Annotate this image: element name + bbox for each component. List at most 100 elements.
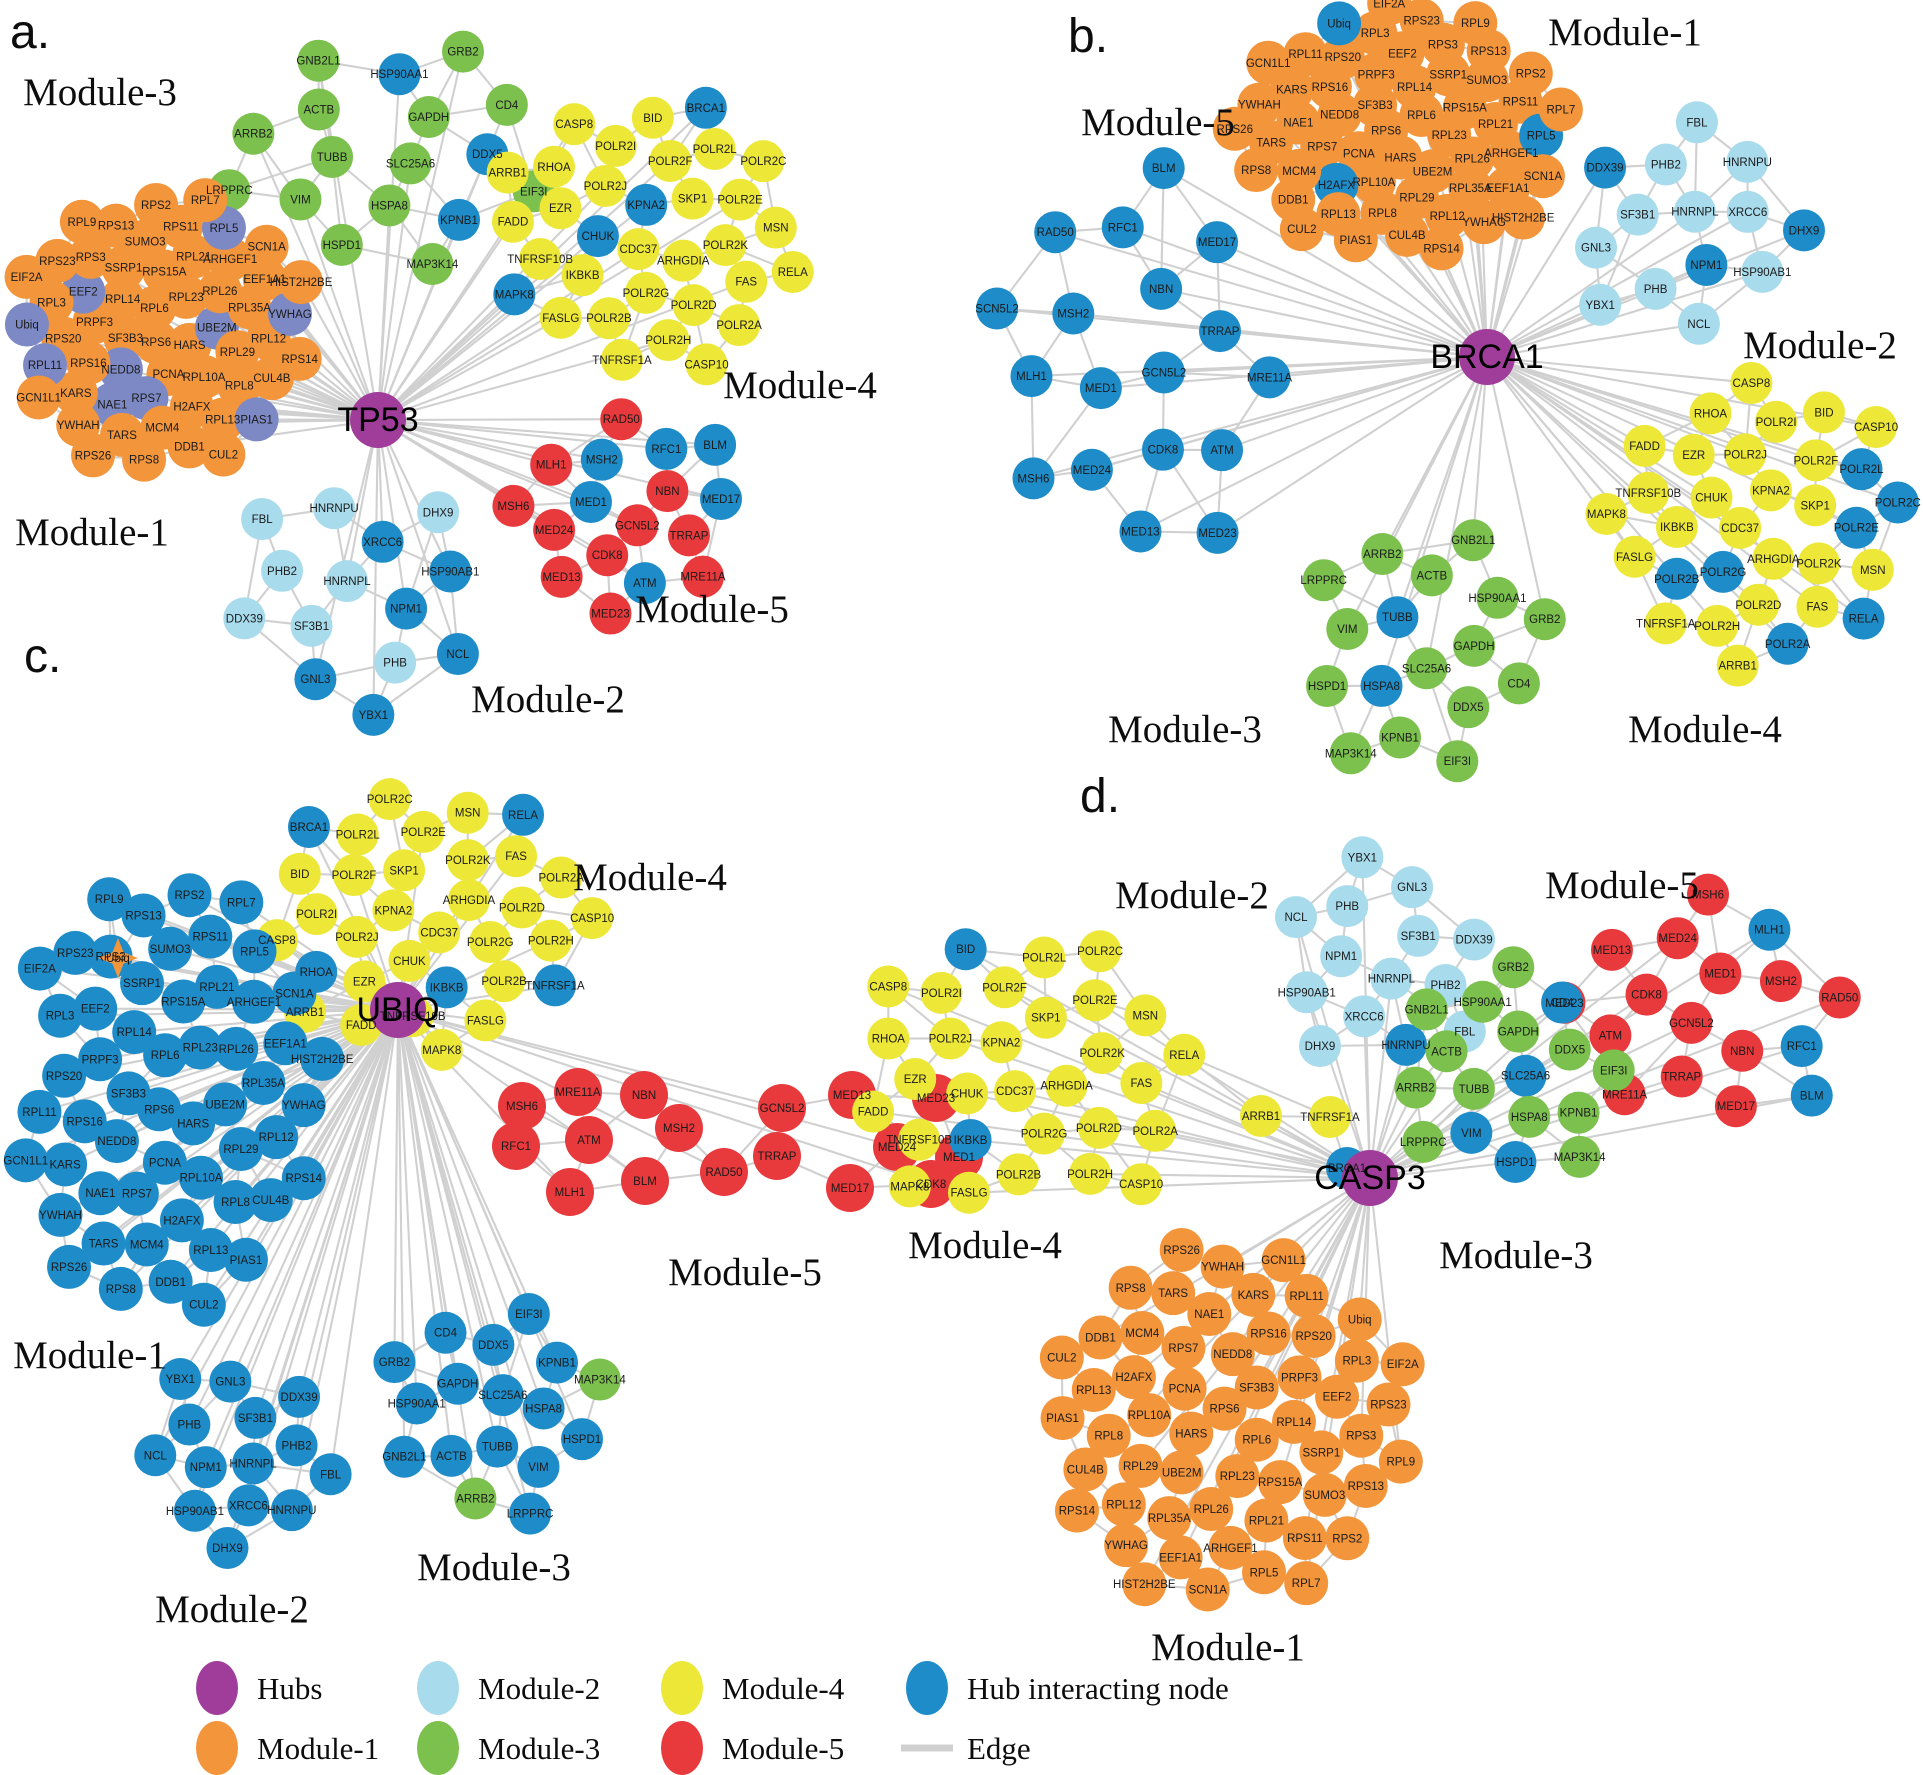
node-MSH6 (492, 484, 535, 527)
node-label-FADD: FADD (858, 1107, 889, 1119)
node-label-POLR2E: POLR2E (717, 195, 763, 207)
node-MAPK8 (420, 1028, 463, 1071)
node-label-RPL21: RPL21 (199, 982, 234, 994)
node-label-MSH6: MSH6 (506, 1101, 538, 1113)
node-SLC25A6 (389, 142, 432, 185)
node-GCN5L2 (758, 1084, 806, 1132)
node-KPNA2 (625, 183, 668, 226)
node-label-POLR2E: POLR2E (1072, 995, 1118, 1007)
node-EZR (539, 187, 582, 230)
hub-edge (377, 235, 599, 421)
node-label-RPL3: RPL3 (1361, 28, 1390, 40)
node-label-MCM4: MCM4 (1282, 166, 1316, 178)
node-GNL3 (1391, 866, 1434, 909)
node-label-GCN1L1: GCN1L1 (3, 1155, 48, 1167)
node-label-TNFRSF1A: TNFRSF1A (1636, 618, 1696, 630)
hub-edge (60, 1008, 399, 1017)
node-label-MED13: MED13 (1593, 945, 1631, 957)
node-RPS26 (47, 1244, 92, 1289)
node-label-KPNB1: KPNB1 (440, 215, 478, 227)
hub-node-BRCA1 (1459, 329, 1515, 385)
node-label-RPS16: RPS16 (1312, 82, 1348, 94)
node-EEF2 (1315, 1374, 1360, 1419)
node-KPNA2 (1749, 469, 1792, 512)
node-label-DDB1: DDB1 (174, 441, 205, 453)
node-RPS8 (1234, 148, 1279, 193)
node-label-PHB2: PHB2 (1430, 980, 1460, 992)
node-RPS14 (1054, 1488, 1099, 1533)
node-label-RPL5: RPL5 (1527, 130, 1556, 142)
node-label-DHX9: DHX9 (1789, 225, 1820, 237)
node-label-RPL8: RPL8 (1368, 208, 1397, 220)
module-title-module-4-panel-b: Module-4 (1628, 708, 1782, 751)
hub-edge (1425, 356, 1489, 669)
node-label-VIM: VIM (528, 1462, 548, 1474)
node-MAPK8 (1585, 492, 1628, 535)
node-RPS8 (1108, 1265, 1153, 1310)
node-POLR2L (1840, 448, 1883, 491)
node-ARRB1 (1716, 644, 1759, 687)
hub-edge (1369, 1074, 1527, 1179)
node-DHX9 (417, 491, 460, 534)
node-XRCC6 (227, 1484, 270, 1527)
node-label-POLR2L: POLR2L (693, 144, 738, 156)
node-POLR2F (1794, 439, 1837, 482)
node-DDX5 (1548, 1028, 1591, 1071)
node-label-CDC37: CDC37 (420, 928, 458, 940)
node-MSN (754, 206, 797, 249)
module-title-module-4-panel-c: Module-4 (573, 856, 727, 899)
node-label-YBX1: YBX1 (1585, 300, 1614, 312)
node-label-NEDD8: NEDD8 (1320, 110, 1359, 122)
node-label-ARHGDIA: ARHGDIA (657, 256, 710, 268)
node-RPL14 (1271, 1399, 1316, 1444)
node-POLR2C (742, 140, 785, 183)
node-label-FADD: FADD (346, 1020, 377, 1032)
node-Ubiq (1337, 1297, 1382, 1342)
node-ATM (1589, 1014, 1632, 1057)
node-MSH6 (1012, 457, 1055, 500)
node-KPNB1 (535, 1341, 578, 1384)
node-label-CUL4B: CUL4B (252, 1195, 289, 1207)
node-POLR2I (594, 124, 637, 167)
node-MED23 (589, 592, 632, 635)
node-RPS16 (62, 1099, 107, 1144)
node-TUBB (311, 135, 354, 178)
hub-edge (1014, 1090, 1371, 1180)
node-label-ARHGEF1: ARHGEF1 (1484, 148, 1538, 160)
node-label-RPS2: RPS2 (174, 890, 204, 902)
node-label-CASP8: CASP8 (555, 119, 593, 131)
node-label-H2AFX: H2AFX (173, 402, 210, 414)
node-NPM1 (1685, 243, 1728, 286)
node-label-SF3B3: SF3B3 (1239, 1383, 1274, 1395)
node-POLR2B (1655, 557, 1698, 600)
node-RPL9 (87, 877, 132, 922)
node-label-MCM4: MCM4 (145, 423, 179, 435)
node-label-MED13: MED13 (542, 572, 580, 584)
node-MLH1 (530, 443, 573, 486)
node-label-HNRNPU: HNRNPU (1381, 1040, 1430, 1052)
node-RPL14 (1392, 64, 1437, 109)
node-SCN1A (272, 971, 317, 1016)
node-label-KARS: KARS (1276, 85, 1308, 97)
node-label-NPM1: NPM1 (1325, 951, 1357, 963)
module-title-module-2-panel-c: Module-2 (155, 1588, 309, 1631)
module-title-module-1-panel-c: Module-1 (13, 1334, 167, 1377)
node-RPS26 (1159, 1227, 1204, 1272)
node-label-CD4: CD4 (1507, 678, 1531, 690)
node-label-MED24: MED24 (1073, 465, 1112, 477)
node-label-FBL: FBL (1454, 1026, 1476, 1038)
node-label-HSP90AA1: HSP90AA1 (388, 1399, 446, 1411)
legend-swatch-module-3 (417, 1721, 459, 1775)
node-label-BLM: BLM (1152, 163, 1176, 175)
node-RPS13 (94, 203, 139, 248)
node-label-GRB2: GRB2 (1498, 962, 1529, 974)
node-label-EEF1A1: EEF1A1 (1159, 1552, 1202, 1564)
node-POLR2L (1023, 936, 1066, 979)
node-MSH2 (1759, 960, 1802, 1003)
node-label-TNFRSF10B: TNFRSF10B (1615, 488, 1681, 500)
node-label-RPL26: RPL26 (219, 1044, 254, 1056)
node-label-POLR2I: POLR2I (921, 988, 962, 1000)
node-RPL26 (1189, 1487, 1234, 1532)
node-label-CASP8: CASP8 (869, 981, 907, 993)
node-POLR2K (1081, 1032, 1124, 1075)
